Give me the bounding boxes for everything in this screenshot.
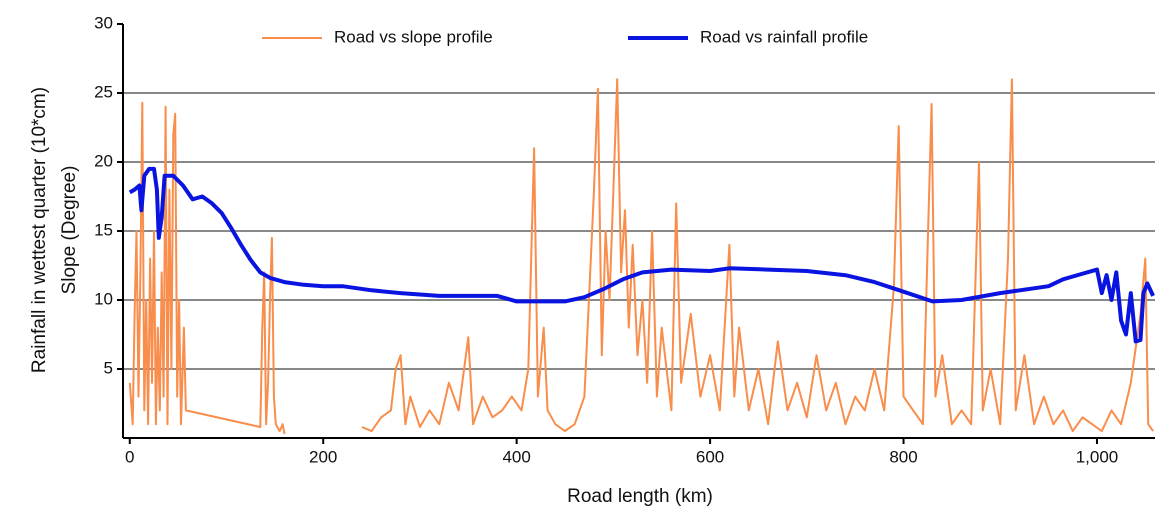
x-tick-label: 1,000 xyxy=(1076,447,1119,466)
y-axis-label: Slope (Degree) xyxy=(59,166,80,295)
x-tick-label: 600 xyxy=(696,447,724,466)
y-tick-label: 5 xyxy=(104,358,113,377)
data-line xyxy=(128,166,1155,344)
legend-label: Road vs rainfall profile xyxy=(700,27,868,46)
x-axis-label: Road length (km) xyxy=(567,486,713,507)
x-tick-label: 0 xyxy=(125,447,134,466)
y-tick-label: 10 xyxy=(94,289,113,308)
y-tick-label: 25 xyxy=(94,82,113,101)
y-tick-label: 20 xyxy=(94,151,113,170)
x-tick-label: 400 xyxy=(502,447,530,466)
y-tick-label: 15 xyxy=(94,220,113,239)
data-line xyxy=(128,78,1154,435)
y-axis-label: Rainfall in wettest quarter (10*cm) xyxy=(29,87,50,373)
y-tick-label: 30 xyxy=(94,13,113,32)
x-tick-label: 200 xyxy=(309,447,337,466)
legend-label: Road vs slope profile xyxy=(334,27,493,46)
x-tick-label: 800 xyxy=(889,447,917,466)
